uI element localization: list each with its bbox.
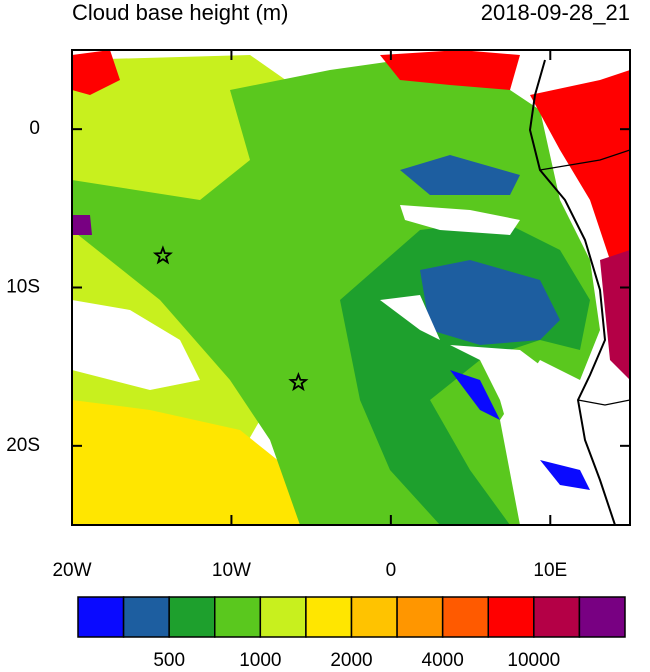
colorbar-swatch xyxy=(305,596,353,638)
colorbar-swatch xyxy=(578,596,626,638)
colorbar-swatch xyxy=(259,596,307,638)
field-region xyxy=(72,215,92,235)
cloud-field xyxy=(72,50,630,525)
colorbar-label: 10000 xyxy=(507,650,560,667)
field-region xyxy=(400,155,520,195)
field-region xyxy=(72,50,120,95)
colorbar-swatch xyxy=(441,596,489,638)
lat-tick-label: 10S xyxy=(6,277,40,298)
border xyxy=(577,399,630,406)
colorbar-label: 4000 xyxy=(422,650,464,667)
station-marker xyxy=(288,371,309,392)
field-region xyxy=(420,260,560,345)
field-region xyxy=(540,460,590,490)
lon-tick-label: 20W xyxy=(52,560,91,581)
station-marker xyxy=(152,245,173,265)
colorbar-swatch xyxy=(214,596,262,638)
colorbar-swatch xyxy=(350,596,398,638)
colorbar-swatch xyxy=(396,596,444,638)
colorbar-swatch xyxy=(487,596,535,638)
lon-tick-label: 10W xyxy=(212,560,251,581)
colorbar-swatch xyxy=(122,596,170,638)
coastline xyxy=(528,59,616,525)
colorbar-swatch xyxy=(533,596,581,638)
field-region xyxy=(600,250,630,380)
lat-tick-label: 20S xyxy=(6,435,40,456)
map-timestamp: 2018-09-28_21 xyxy=(481,0,630,25)
colorbar-swatch xyxy=(168,596,216,638)
map-title: Cloud base height (m) xyxy=(72,0,288,25)
colorbar-label: 2000 xyxy=(330,650,372,667)
field-region xyxy=(450,370,500,420)
colorbar-swatch xyxy=(77,596,125,638)
field-clear xyxy=(400,205,520,235)
field-region xyxy=(530,70,630,300)
border xyxy=(539,149,630,171)
colorbar-label: 500 xyxy=(153,650,185,667)
colorbar-label: 1000 xyxy=(239,650,281,667)
lon-tick-label: 10E xyxy=(533,560,567,581)
field-clear xyxy=(72,300,200,390)
field-clear xyxy=(380,295,600,525)
lon-tick-label: 0 xyxy=(386,560,397,581)
map-annotations: 20W 10W 0 10E 0 10S 20S 500 1000 2000 4000 10000 xyxy=(6,50,630,671)
field-region xyxy=(72,400,300,525)
lat-tick-label: 0 xyxy=(29,118,40,139)
field-region xyxy=(380,50,520,90)
